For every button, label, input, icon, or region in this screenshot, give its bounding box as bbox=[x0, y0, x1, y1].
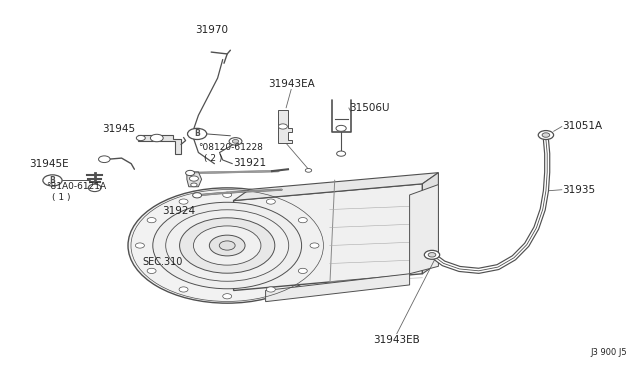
Circle shape bbox=[209, 235, 245, 256]
Circle shape bbox=[147, 268, 156, 273]
Polygon shape bbox=[138, 135, 181, 154]
Circle shape bbox=[43, 175, 62, 186]
Circle shape bbox=[305, 169, 312, 172]
Polygon shape bbox=[187, 172, 202, 187]
Text: SEC.310: SEC.310 bbox=[142, 257, 182, 267]
Circle shape bbox=[193, 226, 261, 265]
Circle shape bbox=[147, 218, 156, 223]
Circle shape bbox=[189, 176, 198, 181]
Circle shape bbox=[99, 156, 110, 163]
Text: B: B bbox=[50, 176, 55, 185]
Polygon shape bbox=[278, 110, 292, 143]
Circle shape bbox=[186, 170, 195, 176]
Text: 31943EB: 31943EB bbox=[373, 335, 420, 345]
Circle shape bbox=[136, 135, 145, 141]
Circle shape bbox=[337, 151, 346, 156]
Text: 31970: 31970 bbox=[195, 25, 228, 35]
Text: ( 1 ): ( 1 ) bbox=[52, 193, 71, 202]
Circle shape bbox=[88, 184, 101, 192]
Text: °08120-61228: °08120-61228 bbox=[198, 143, 263, 152]
Polygon shape bbox=[410, 185, 438, 274]
Text: J3 900 J5: J3 900 J5 bbox=[591, 348, 627, 357]
Circle shape bbox=[428, 253, 436, 257]
Circle shape bbox=[424, 250, 440, 259]
Circle shape bbox=[223, 192, 232, 198]
Text: 31945E: 31945E bbox=[29, 159, 69, 169]
Text: °81A0-6121A: °81A0-6121A bbox=[46, 182, 106, 191]
Circle shape bbox=[191, 183, 197, 187]
Circle shape bbox=[166, 210, 289, 281]
Text: 31943EA: 31943EA bbox=[268, 78, 315, 89]
Polygon shape bbox=[266, 274, 410, 302]
Circle shape bbox=[179, 199, 188, 204]
Circle shape bbox=[266, 199, 275, 204]
Polygon shape bbox=[234, 184, 422, 291]
Text: 31935: 31935 bbox=[562, 185, 595, 195]
Text: 31945: 31945 bbox=[102, 124, 136, 134]
Circle shape bbox=[220, 241, 235, 250]
Circle shape bbox=[232, 140, 239, 143]
Polygon shape bbox=[422, 173, 438, 274]
Text: B: B bbox=[195, 129, 200, 138]
Circle shape bbox=[223, 294, 232, 299]
Circle shape bbox=[298, 268, 307, 273]
Polygon shape bbox=[234, 173, 438, 201]
Circle shape bbox=[278, 124, 287, 129]
Circle shape bbox=[266, 287, 275, 292]
Circle shape bbox=[542, 133, 550, 137]
Circle shape bbox=[538, 131, 554, 140]
Text: ( 2 ): ( 2 ) bbox=[204, 154, 222, 163]
Text: 31924: 31924 bbox=[163, 206, 196, 217]
Circle shape bbox=[180, 218, 275, 273]
Circle shape bbox=[188, 128, 207, 140]
Circle shape bbox=[153, 202, 301, 289]
Circle shape bbox=[150, 134, 163, 142]
Circle shape bbox=[136, 243, 145, 248]
Circle shape bbox=[229, 138, 242, 145]
Circle shape bbox=[310, 243, 319, 248]
Circle shape bbox=[128, 188, 326, 303]
Circle shape bbox=[298, 218, 307, 223]
Circle shape bbox=[336, 125, 346, 131]
Text: 31921: 31921 bbox=[233, 158, 266, 168]
Text: 31051A: 31051A bbox=[562, 122, 602, 131]
Circle shape bbox=[193, 193, 202, 198]
Circle shape bbox=[179, 287, 188, 292]
Text: 31506U: 31506U bbox=[349, 103, 389, 113]
